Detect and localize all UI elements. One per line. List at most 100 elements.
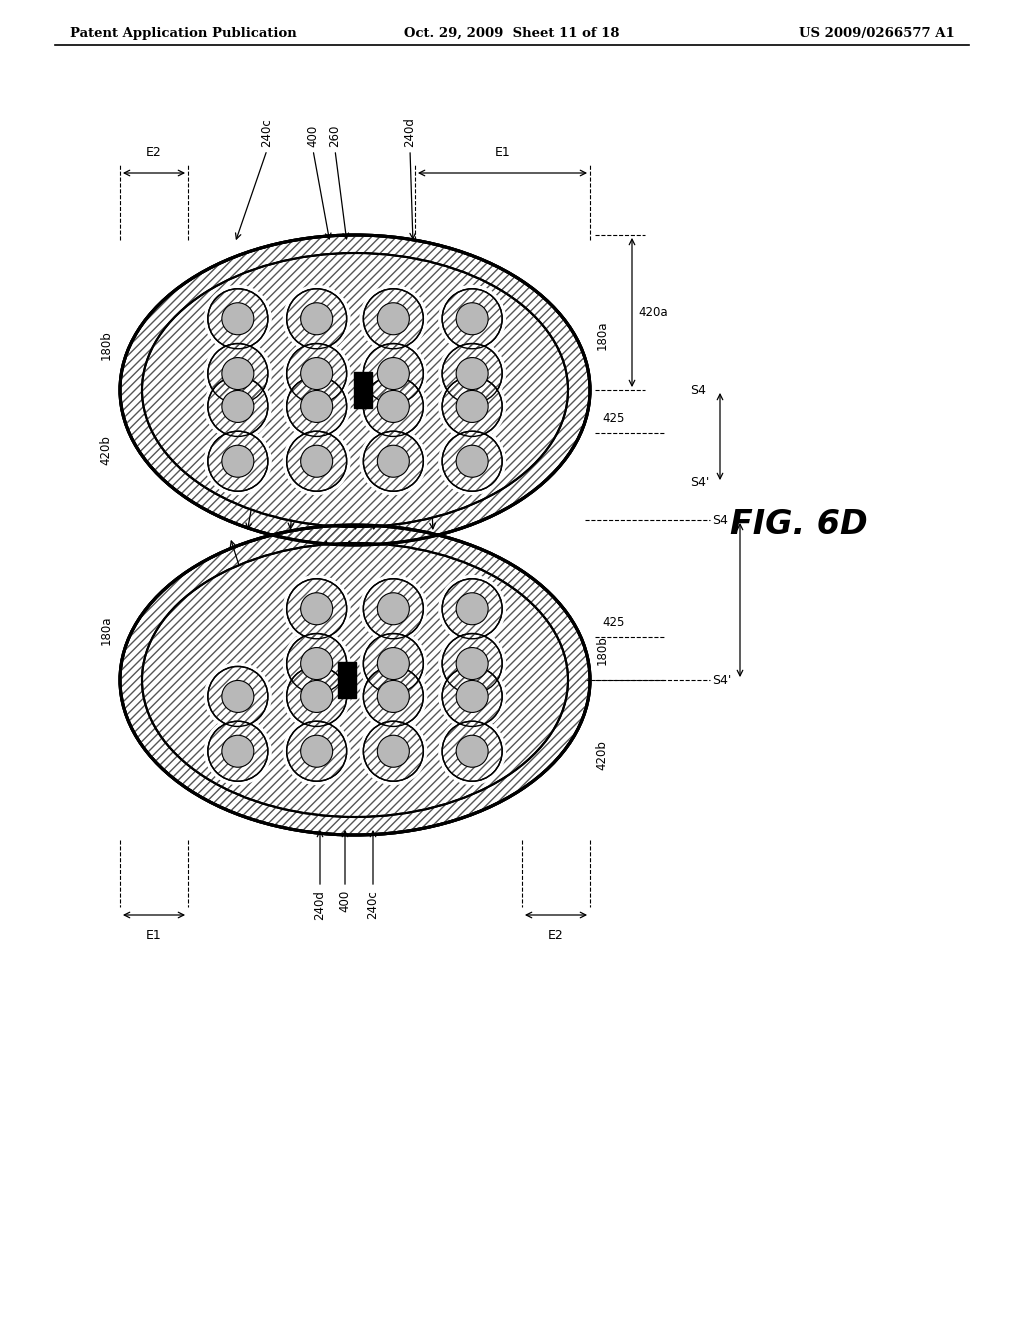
Ellipse shape [442,289,502,348]
Ellipse shape [456,680,488,713]
Ellipse shape [287,376,347,437]
Ellipse shape [364,343,423,404]
Ellipse shape [456,593,488,624]
Ellipse shape [208,432,268,491]
Ellipse shape [456,735,488,767]
Ellipse shape [442,667,502,726]
Ellipse shape [456,302,488,335]
Bar [354,372,372,408]
Text: 240d: 240d [313,890,327,920]
Ellipse shape [287,289,347,348]
Ellipse shape [442,721,502,781]
Ellipse shape [442,343,502,404]
Ellipse shape [438,285,506,352]
Ellipse shape [283,663,350,730]
Text: E1: E1 [146,929,162,942]
Ellipse shape [208,343,268,404]
Ellipse shape [204,717,271,785]
Ellipse shape [438,372,506,441]
Ellipse shape [287,721,347,781]
Ellipse shape [301,680,333,713]
Text: 240d: 240d [403,117,417,147]
Text: 200: 200 [305,374,327,387]
Text: S4: S4 [712,513,728,527]
Ellipse shape [364,376,423,437]
Ellipse shape [283,428,350,495]
Ellipse shape [377,735,410,767]
Ellipse shape [364,721,423,781]
Ellipse shape [301,648,333,680]
Ellipse shape [283,339,350,408]
Bar [338,663,356,698]
Ellipse shape [222,445,254,478]
Ellipse shape [208,667,268,726]
Text: S4: S4 [690,384,706,396]
Text: 260: 260 [329,124,341,147]
Ellipse shape [301,445,333,478]
Ellipse shape [377,648,410,680]
Ellipse shape [359,372,427,441]
Ellipse shape [208,376,268,437]
Text: 160: 160 [197,436,220,449]
Ellipse shape [301,358,333,389]
Text: 420a: 420a [638,306,668,319]
Text: E2: E2 [146,147,162,158]
Ellipse shape [142,543,568,817]
Ellipse shape [364,667,423,726]
Ellipse shape [222,358,254,389]
Ellipse shape [438,663,506,730]
Ellipse shape [283,717,350,785]
Ellipse shape [283,630,350,697]
Ellipse shape [120,235,590,545]
Ellipse shape [456,358,488,389]
Ellipse shape [359,285,427,352]
Ellipse shape [377,680,410,713]
Ellipse shape [442,578,502,639]
Ellipse shape [364,432,423,491]
Ellipse shape [287,432,347,491]
Text: Oct. 29, 2009  Sheet 11 of 18: Oct. 29, 2009 Sheet 11 of 18 [404,26,620,40]
Ellipse shape [120,525,590,836]
Text: S4': S4' [712,673,731,686]
Ellipse shape [438,717,506,785]
Ellipse shape [442,634,502,693]
Text: 260: 260 [356,434,370,457]
Ellipse shape [359,428,427,495]
Ellipse shape [222,735,254,767]
Ellipse shape [377,391,410,422]
Ellipse shape [301,302,333,335]
Text: 240b: 240b [291,428,303,457]
Ellipse shape [359,574,427,643]
Text: 400: 400 [310,603,324,626]
Ellipse shape [287,343,347,404]
Text: 400: 400 [339,890,351,912]
Ellipse shape [283,574,350,643]
Ellipse shape [359,630,427,697]
Text: 420b: 420b [596,741,608,770]
Ellipse shape [204,339,271,408]
Ellipse shape [204,285,271,352]
Ellipse shape [359,717,427,785]
Text: S4': S4' [690,477,710,490]
Ellipse shape [222,302,254,335]
Ellipse shape [359,663,427,730]
Ellipse shape [359,339,427,408]
Ellipse shape [377,593,410,624]
Text: 200: 200 [385,661,408,675]
Ellipse shape [438,630,506,697]
Text: 180b: 180b [596,635,608,665]
Ellipse shape [208,721,268,781]
Ellipse shape [442,376,502,437]
Text: Patent Application Publication: Patent Application Publication [70,26,297,40]
Ellipse shape [456,445,488,478]
Ellipse shape [283,285,350,352]
Text: FIG. 6D: FIG. 6D [730,508,867,541]
Ellipse shape [438,428,506,495]
Ellipse shape [456,648,488,680]
Text: 425: 425 [602,615,625,628]
Ellipse shape [301,391,333,422]
Ellipse shape [287,578,347,639]
Text: E2: E2 [548,929,564,942]
Ellipse shape [301,593,333,624]
Ellipse shape [442,432,502,491]
